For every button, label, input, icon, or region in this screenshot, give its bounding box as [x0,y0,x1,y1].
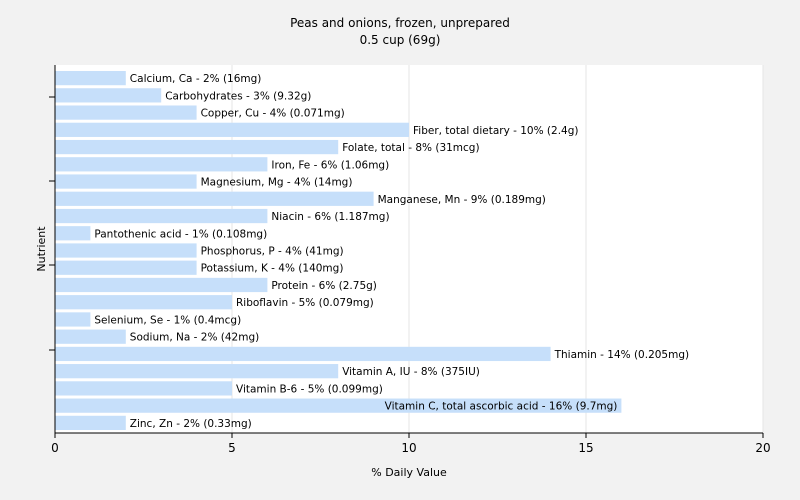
bar-label: Calcium, Ca - 2% (16mg) [130,73,262,85]
bar-label: Sodium, Na - 2% (42mg) [130,332,259,344]
bar [55,174,197,189]
chart-title: Peas and onions, frozen, unprepared [290,16,510,30]
bar-label: Vitamin C, total ascorbic acid - 16% (9.… [385,401,618,413]
bar-label: Manganese, Mn - 9% (0.189mg) [378,194,546,206]
bar [55,157,268,172]
bar-label: Copper, Cu - 4% (0.071mg) [201,108,345,120]
bar-label: Vitamin A, IU - 8% (375IU) [342,366,480,378]
bar-label: Phosphorus, P - 4% (41mg) [201,246,344,258]
bar [55,139,339,155]
bar-label: Zinc, Zn - 2% (0.33mg) [130,418,252,430]
bar [55,329,126,344]
bar-label: Carbohydrates - 3% (9.32g) [165,90,311,102]
bar [55,295,232,310]
bar [55,346,551,362]
bar-label: Iron, Fe - 6% (1.06mg) [271,159,389,171]
bar [55,226,91,241]
chart-subtitle: 0.5 cup (69g) [360,33,441,47]
bar [55,364,339,379]
x-tick-label: 0 [51,441,59,455]
bar-label: Selenium, Se - 1% (0.4mcg) [94,314,241,326]
bars [55,71,622,430]
x-tick-label: 10 [401,441,416,455]
bar-label: Thiamin - 14% (0.205mg) [554,349,690,361]
bar [55,208,268,224]
bar [55,243,197,258]
y-axis-ticks [49,96,55,351]
bar [55,415,126,430]
bar [55,381,232,396]
x-tick-label: 20 [755,441,770,455]
bar [55,260,197,275]
bar [55,105,197,120]
bar [55,122,409,137]
bar-label: Riboflavin - 5% (0.079mg) [236,297,374,309]
x-tick-label: 15 [578,441,593,455]
bar-label: Protein - 6% (2.75g) [271,280,377,292]
bar-label: Folate, total - 8% (31mcg) [342,142,479,154]
bar-label: Pantothenic acid - 1% (0.108mg) [94,228,267,240]
bar [55,398,622,413]
bar-labels: Calcium, Ca - 2% (16mg) Carbohydrates - 3… [94,73,689,430]
bar [55,277,268,293]
y-axis-title: Nutrient [35,226,48,272]
x-tick-label: 5 [228,441,236,455]
bar [55,88,162,103]
x-axis-ticks: 0 5 10 15 20 [51,433,771,455]
bar-label: Fiber, total dietary - 10% (2.4g) [413,125,578,137]
bar-label: Potassium, K - 4% (140mg) [201,263,344,275]
bar-label: Niacin - 6% (1.187mg) [271,211,389,223]
bar [55,71,126,86]
bar-label: Vitamin B-6 - 5% (0.099mg) [236,383,383,395]
bar [55,191,374,206]
x-axis-title: % Daily Value [371,466,447,479]
bar-label: Magnesium, Mg - 4% (14mg) [201,177,353,189]
bar [55,312,91,327]
